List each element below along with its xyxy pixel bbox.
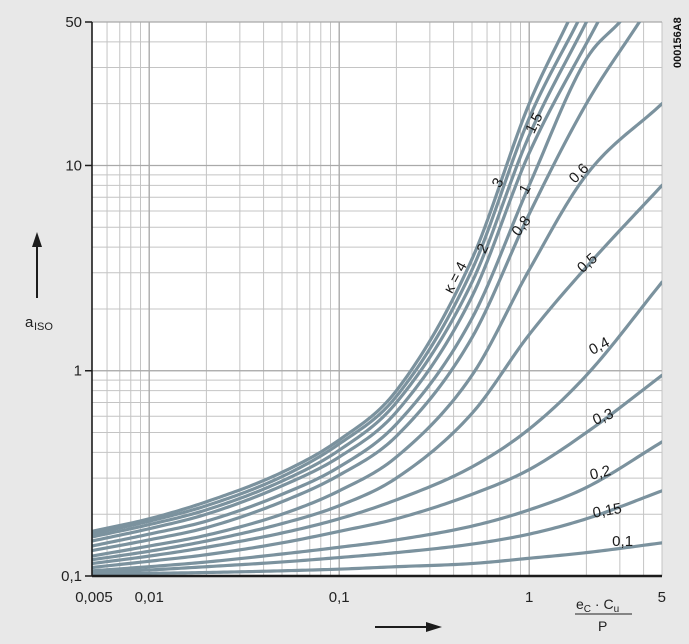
- curve-0,2: [92, 440, 662, 573]
- curve-0,3: [92, 373, 662, 570]
- arrow-up-icon-head: [32, 232, 42, 247]
- y-axis-label-main: a: [25, 314, 34, 331]
- axes: [91, 22, 662, 578]
- curve-0,8: [92, 22, 641, 553]
- curve-2: [92, 22, 588, 539]
- curve-0,5: [92, 183, 662, 562]
- x-axis-label: eC · Cu P: [375, 596, 632, 634]
- arrow-right-icon-head: [426, 622, 442, 632]
- y-tick-label: 50: [65, 14, 82, 31]
- curve-group: [92, 22, 662, 576]
- y-axis-label-sub: ISO: [34, 321, 53, 333]
- x-tick-label: 0,005: [75, 589, 113, 606]
- x-label-numerator: eC · Cu: [576, 596, 619, 615]
- curve-0,6: [92, 102, 662, 558]
- x-label-e: e: [576, 596, 584, 612]
- curve-0,15: [92, 489, 662, 575]
- x-label-e-sub: C: [584, 604, 591, 615]
- x-label-mid: · C: [591, 596, 614, 612]
- x-tick-label: 0,1: [329, 589, 350, 606]
- x-tick-label: 5: [658, 589, 666, 606]
- x-label-denominator: P: [598, 618, 607, 634]
- figure-id: 000156A8: [672, 17, 684, 68]
- curve-label: 0,3: [590, 405, 616, 429]
- y-tick-label: 0,1: [61, 568, 82, 585]
- curve-label: 0,15: [591, 500, 623, 522]
- curve-1,5: [92, 22, 600, 543]
- x-tick-label: 1: [525, 589, 533, 606]
- y-tick-labels: 0,1 1 10 50: [61, 14, 92, 585]
- x-tick-label: 0,01: [135, 589, 164, 606]
- curve-1: [92, 22, 622, 548]
- plot-area: [92, 22, 662, 576]
- curve-3: [92, 22, 580, 536]
- x-label-c-sub: u: [614, 604, 620, 615]
- curve-0,4: [92, 280, 662, 566]
- curve-κ = 4: [92, 22, 570, 533]
- y-axis-label: a ISO: [25, 232, 53, 333]
- x-tick-labels: 0,005 0,01 0,1 1 5: [75, 589, 666, 606]
- y-tick-label: 1: [74, 363, 82, 380]
- curve-label: 0,1: [612, 533, 633, 550]
- curves: [92, 22, 662, 576]
- curve-0,1: [92, 541, 662, 576]
- y-tick-label: 10: [65, 157, 82, 174]
- curve-label: 0,2: [588, 462, 612, 484]
